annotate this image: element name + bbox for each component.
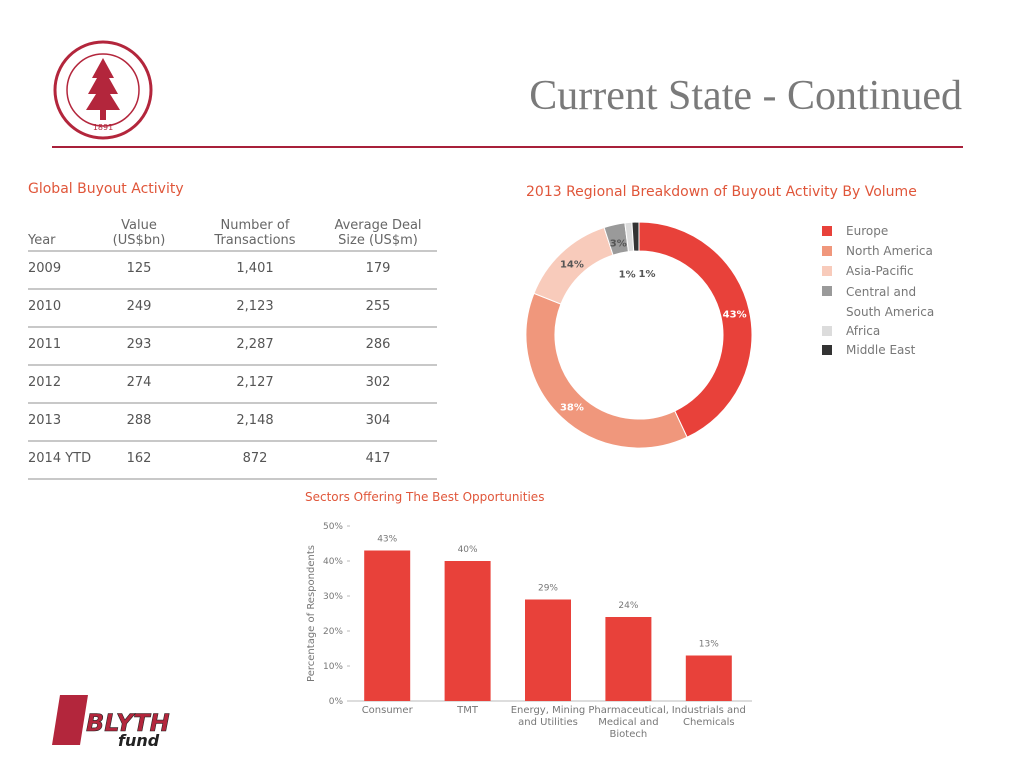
table-cell: 2012 [28, 375, 62, 390]
x-tick-label: Consumer [361, 705, 413, 716]
legend-label: Asia-Pacific [846, 264, 914, 278]
table-cell: 2,127 [236, 375, 274, 390]
table-cell: 872 [242, 451, 268, 466]
table-rule [28, 440, 437, 442]
legend-swatch [822, 345, 832, 355]
legend-swatch [822, 286, 832, 296]
table-header: Value (US$bn) [112, 218, 166, 248]
bar-value-label: 43% [377, 535, 397, 545]
table-cell: 2011 [28, 337, 62, 352]
bar [605, 617, 652, 701]
donut-label: 1% [619, 269, 636, 280]
table-cell: 2009 [28, 261, 62, 276]
y-tick-label: 50% [323, 522, 343, 532]
bar-value-label: 13% [699, 640, 719, 650]
table-cell: 288 [126, 413, 152, 428]
legend-label: North America [846, 244, 933, 258]
table-rule [28, 250, 437, 252]
seal-year: 1891 [93, 123, 113, 132]
table-rule [28, 402, 437, 404]
title-rule [52, 146, 963, 148]
table-cell: 179 [365, 261, 391, 276]
table-cell: 2,148 [236, 413, 274, 428]
table-cell: 162 [126, 451, 152, 466]
donut-label: 3% [610, 238, 627, 249]
bar [525, 599, 571, 701]
y-tick-label: 20% [323, 627, 343, 637]
table-header: Average Deal Size (US$m) [334, 218, 422, 248]
blyth-logo: BLYTH fund [52, 695, 170, 750]
table-cell: 125 [126, 261, 152, 276]
table-cell: 2014 YTD [28, 451, 92, 466]
table-cell: 302 [365, 375, 391, 390]
slide-title: Current State - Continued [529, 73, 962, 119]
x-tick-label: Pharmaceutical, Medical and Biotech [588, 705, 669, 740]
table-header: Year [28, 233, 56, 248]
table-rule [28, 478, 437, 480]
donut-label: 14% [560, 260, 584, 271]
bar-value-label: 24% [618, 601, 638, 611]
blyth-text: BLYTH [86, 709, 170, 737]
x-tick-label: Industrials and Chemicals [671, 705, 746, 728]
table-rule [28, 326, 437, 328]
chart-title: 2013 Regional Breakdown of Buyout Activi… [526, 184, 917, 200]
legend-label: Europe [846, 224, 888, 238]
legend-label: Middle East [846, 343, 916, 357]
table-cell: 2,287 [236, 337, 274, 352]
y-tick-label: 10% [323, 662, 343, 672]
table-cell: 2,123 [236, 299, 274, 314]
table-cell: 274 [126, 375, 152, 390]
table-rule [28, 288, 437, 290]
donut-label: 38% [560, 402, 584, 413]
donut-label: 43% [723, 310, 747, 321]
x-tick-label: Energy, Mining and Utilities [510, 705, 586, 728]
bar [444, 561, 491, 701]
table-cell: 304 [365, 413, 391, 428]
donut-label: 1% [639, 269, 656, 280]
bar [685, 655, 732, 701]
y-tick-label: 0% [329, 697, 344, 707]
seal-logo: 1891 [53, 40, 153, 140]
table-cell: 2010 [28, 299, 62, 314]
legend-swatch [822, 226, 832, 236]
table-cell: 249 [126, 299, 152, 314]
bar-value-label: 40% [458, 545, 478, 555]
y-tick-label: 40% [323, 557, 343, 567]
table-rule [28, 364, 437, 366]
y-axis-label: Percentage of Respondents [306, 545, 317, 682]
legend-swatch [822, 266, 832, 276]
table-cell: 1,401 [236, 261, 274, 276]
table-header: Number of Transactions [214, 218, 296, 248]
fund-text: fund [118, 731, 160, 750]
legend-label: Central and South America [846, 285, 935, 319]
table-cell: 293 [126, 337, 152, 352]
legend-label: Africa [846, 324, 880, 338]
table-cell: 255 [365, 299, 391, 314]
table-title: Global Buyout Activity [28, 181, 184, 197]
y-tick-label: 30% [323, 592, 343, 602]
donut-segment [525, 292, 688, 449]
donut-segment [638, 221, 753, 438]
legend-swatch [822, 326, 832, 336]
chart-title: Sectors Offering The Best Opportunities [305, 490, 544, 504]
table-cell: 417 [365, 451, 391, 466]
bar [364, 550, 411, 701]
legend-swatch [822, 246, 832, 256]
x-tick-label: TMT [457, 705, 479, 716]
donut-segment [631, 221, 640, 252]
bar-value-label: 29% [538, 584, 558, 594]
table-cell: 286 [365, 337, 391, 352]
table-cell: 2013 [28, 413, 62, 428]
